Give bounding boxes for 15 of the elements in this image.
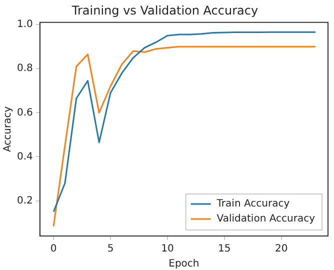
x-tick-label: 0 [50,244,57,255]
x-tick-label: 5 [107,244,114,255]
x-tick-label: 15 [218,244,231,255]
x-tick-label: 20 [274,244,288,255]
y-tick-label: 0.4 [16,151,33,162]
y-axis-title: Accuracy [2,106,14,152]
y-tick-label: 0.8 [16,63,33,74]
y-tick-label: 0.2 [16,195,33,206]
legend-label: Train Accuracy [216,198,290,210]
y-tick-label: 0.6 [16,107,33,118]
chart-title: Training vs Validation Accuracy [70,3,258,18]
x-tick-label: 10 [161,244,174,255]
legend-label: Validation Accuracy [216,214,316,225]
y-tick-label: 1.0 [16,19,33,30]
x-axis-title: Epoch [168,258,200,270]
